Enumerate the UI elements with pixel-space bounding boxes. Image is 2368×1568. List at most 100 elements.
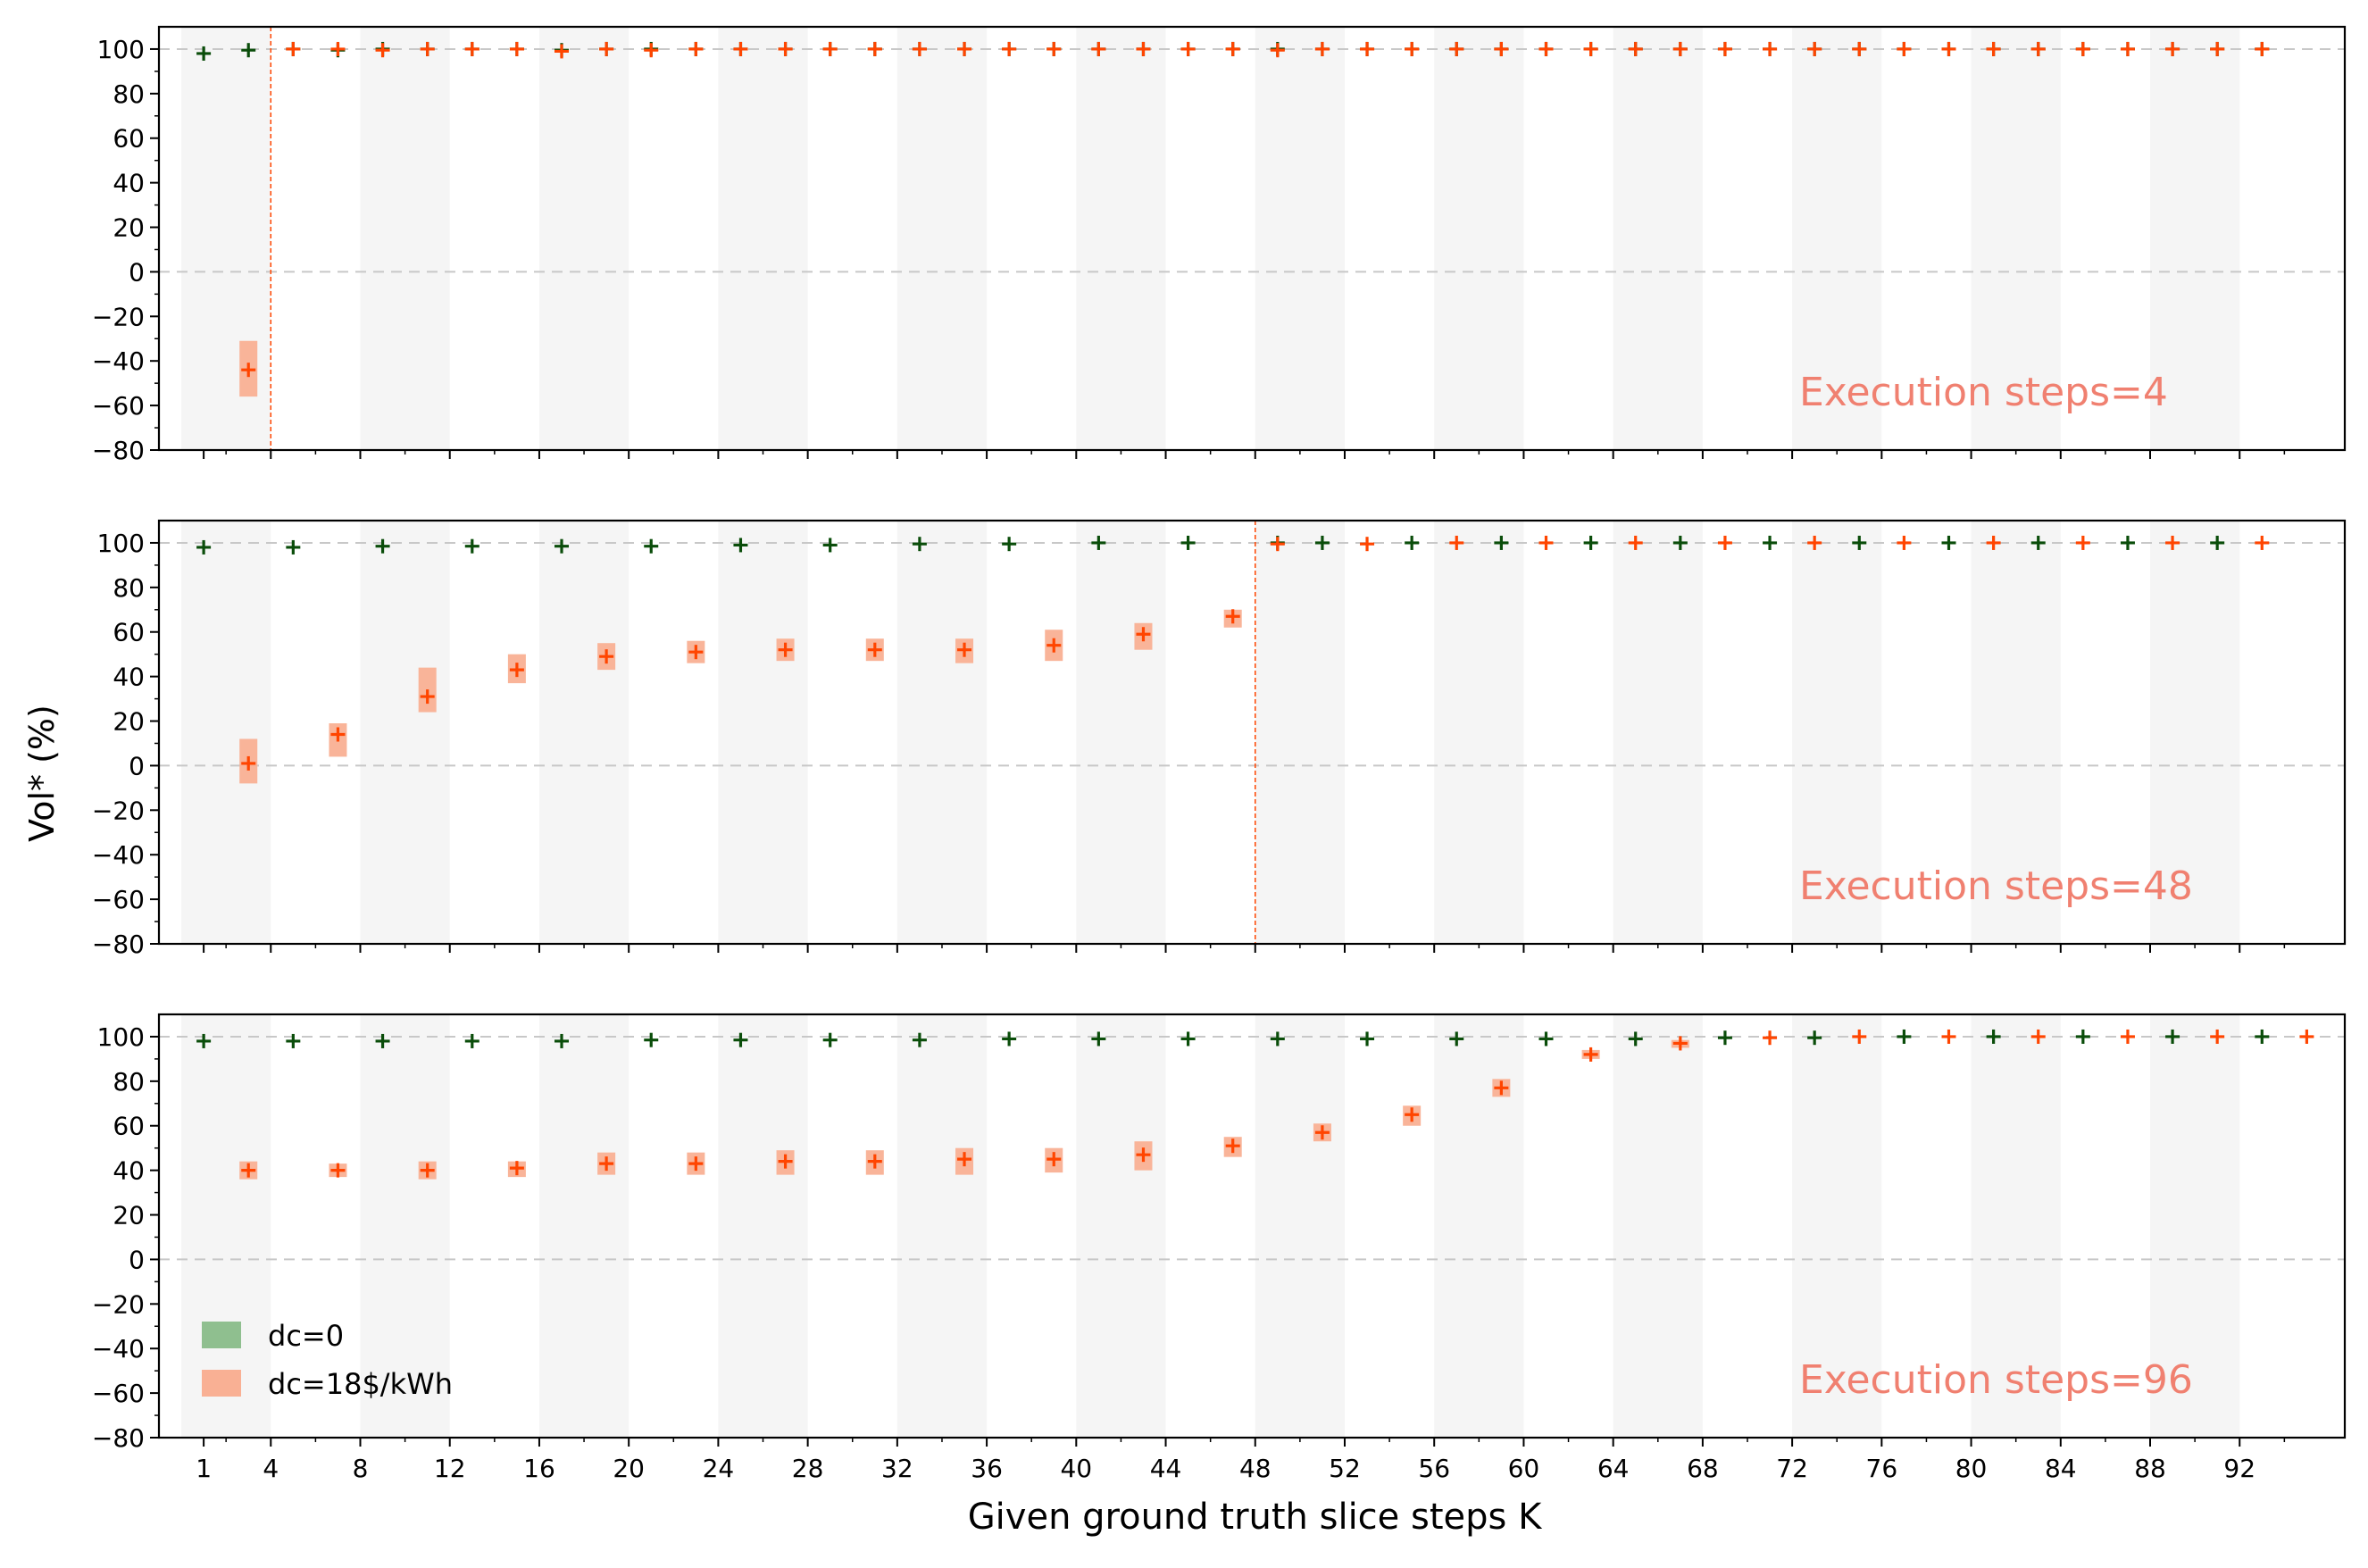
background-stripe: [1971, 521, 2061, 944]
point-dc0: [1672, 535, 1688, 550]
point-dc0: [912, 1032, 927, 1047]
point-dc18: [1717, 41, 1732, 56]
point-dc18: [1046, 1152, 1062, 1167]
background-stripe: [1255, 521, 1345, 944]
point-dc18: [1986, 535, 2001, 550]
ytick-label: 20: [113, 707, 145, 737]
legend-swatch: [202, 1322, 241, 1348]
point-dc18: [1270, 537, 1285, 552]
point-dc18: [1583, 41, 1598, 56]
xtick-label: 4: [263, 1454, 279, 1483]
point-dc18: [1717, 535, 1732, 550]
point-dc0: [2120, 535, 2135, 550]
point-dc18: [957, 1152, 972, 1167]
background-stripe: [1792, 27, 1882, 450]
ytick-label: 40: [113, 1156, 145, 1186]
point-dc18: [957, 41, 972, 56]
xtick-label: 84: [2045, 1454, 2077, 1483]
point-dc18: [1763, 1030, 1778, 1046]
point-dc18: [375, 43, 390, 58]
panel-2: 100 80 60 40 20 0 −20 −40 −60 −80 Execution steps=…: [92, 519, 2347, 959]
point-dc0: [1180, 1031, 1196, 1047]
point-dc0: [1091, 535, 1106, 550]
ytick-label: −20: [92, 796, 145, 825]
point-dc18: [509, 1161, 524, 1176]
point-dc18: [1136, 627, 1151, 642]
background-stripe: [896, 27, 988, 450]
point-dc18: [733, 41, 748, 56]
point-dc18: [464, 41, 479, 56]
point-dc18: [1672, 1036, 1688, 1051]
point-dc0: [733, 538, 748, 553]
point-dc18: [420, 1163, 435, 1178]
background-stripe: [2150, 1014, 2240, 1438]
background-stripe: [1076, 27, 1166, 450]
point-dc18: [1091, 41, 1106, 56]
legend-label: dc=0: [268, 1319, 344, 1353]
point-dc0: [1314, 535, 1330, 550]
point-dc0: [822, 1032, 838, 1047]
point-dc18: [2075, 535, 2090, 550]
background-stripe: [896, 521, 988, 944]
xtick-label: 16: [523, 1454, 555, 1483]
axes-frame: [157, 519, 2347, 946]
xtick-label: 72: [1776, 1454, 1808, 1483]
point-dc0: [1270, 1031, 1285, 1047]
point-dc18: [241, 755, 256, 771]
point-dc0: [1449, 1031, 1464, 1047]
background-stripe: [1255, 1014, 1345, 1438]
point-dc18: [1494, 41, 1509, 56]
point-dc0: [1091, 1031, 1106, 1047]
point-dc0: [196, 46, 212, 61]
point-dc0: [1763, 535, 1778, 550]
ytick-label: 100: [97, 529, 145, 558]
ytick-label: 100: [97, 35, 145, 64]
point-dc18: [1763, 41, 1778, 56]
point-dc18: [1852, 41, 1867, 56]
point-dc0: [286, 1033, 301, 1048]
xtick-label: 52: [1329, 1454, 1361, 1483]
xtick-label: 1: [196, 1454, 212, 1483]
x-axis-label: Given ground truth slice steps K: [968, 1497, 1543, 1538]
point-dc18: [2120, 41, 2135, 56]
ytick-label: 0: [129, 1245, 145, 1274]
ytick-label: 20: [113, 213, 145, 243]
ytick-label: 80: [113, 1067, 145, 1097]
point-dc0: [1583, 535, 1598, 550]
point-dc18: [1986, 41, 2001, 56]
point-dc18: [867, 41, 882, 56]
point-dc18: [688, 645, 704, 660]
background-stripe: [718, 27, 808, 450]
ytick-label: −60: [92, 391, 145, 421]
xtick-label: 40: [1060, 1454, 1092, 1483]
point-dc0: [196, 1033, 212, 1048]
xtick-label: 92: [2223, 1454, 2255, 1483]
point-dc18: [1449, 535, 1464, 550]
background-stripe: [181, 27, 271, 450]
point-dc18: [241, 363, 256, 378]
background-stripe: [181, 1014, 271, 1438]
background-stripe: [181, 521, 271, 944]
ytick-label: 40: [113, 169, 145, 198]
ytick-label: 60: [113, 124, 145, 154]
point-dc18: [2299, 1029, 2314, 1044]
ytick-label: 0: [129, 751, 145, 780]
ytick-label: 100: [97, 1022, 145, 1052]
background-stripe: [360, 521, 450, 944]
point-dc18: [644, 43, 659, 58]
xtick-label: 36: [971, 1454, 1003, 1483]
point-dc0: [1405, 535, 1420, 550]
ytick-label: −80: [92, 436, 145, 465]
point-dc18: [509, 41, 524, 56]
xtick-label: 24: [703, 1454, 735, 1483]
background-stripe: [538, 521, 630, 944]
point-dc18: [2255, 535, 2270, 550]
point-dc0: [2075, 1029, 2090, 1044]
point-dc18: [2120, 1029, 2135, 1044]
y-axis-label: Vol* (%): [22, 705, 62, 842]
legend-swatch: [202, 1370, 241, 1397]
point-dc18: [1449, 41, 1464, 56]
point-dc0: [464, 538, 479, 554]
background-stripe: [360, 27, 450, 450]
